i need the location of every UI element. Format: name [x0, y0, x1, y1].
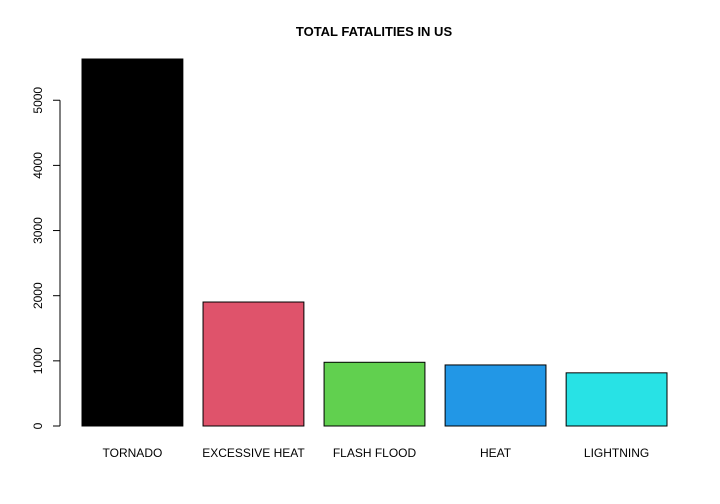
y-tick-label: 0	[31, 422, 45, 429]
x-category-label: FLASH FLOOD	[333, 446, 417, 460]
x-category-label: LIGHTNING	[584, 446, 649, 460]
bar-tornado	[81, 58, 184, 427]
x-category-label: HEAT	[480, 446, 512, 460]
chart-title: TOTAL FATALITIES IN US	[296, 24, 453, 39]
y-tick-label: 4000	[31, 152, 45, 179]
x-axis-labels: TORNADO EXCESSIVE HEAT FLASH FLOOD HEAT LIGH…	[103, 446, 650, 460]
bar-flash-flood	[323, 361, 426, 427]
bar-lightning	[565, 372, 668, 427]
y-axis: 0 1000 2000 3000 4000 5000	[31, 87, 61, 429]
y-tick-label: 2000	[31, 282, 45, 309]
bar-excessive-heat	[202, 301, 305, 427]
x-category-label: TORNADO	[103, 446, 163, 460]
x-category-label: EXCESSIVE HEAT	[202, 446, 305, 460]
y-tick-label: 5000	[31, 87, 45, 114]
y-tick-label: 1000	[31, 347, 45, 374]
bars	[81, 58, 668, 427]
y-tick-label: 3000	[31, 217, 45, 244]
bar-heat	[444, 364, 547, 427]
